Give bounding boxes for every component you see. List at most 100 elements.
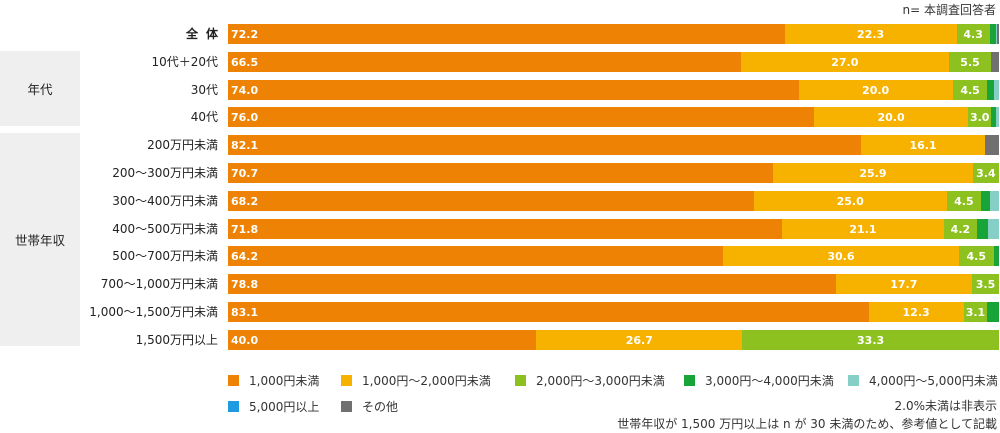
bar-segment: 70.7 — [228, 163, 774, 183]
bar-segment: 25.0 — [753, 191, 947, 211]
bar-segment: 22.3 — [784, 24, 957, 44]
legend-label: 1,000円～2,000円未満 — [362, 374, 491, 388]
bar-segment — [995, 107, 999, 127]
stacked-bar: 71.8 21.1 4.2 — [228, 219, 999, 239]
sample-size-note: n= 本調査回答者 — [902, 3, 996, 17]
category-label: 1,000～1,500万円未満 — [89, 305, 218, 319]
legend-label: 4,000円～5,000円未満 — [869, 374, 998, 388]
group-panel-age: 年代 — [0, 51, 80, 126]
legend-label: 1,000円未満 — [249, 374, 320, 388]
bar-segment — [997, 24, 999, 44]
stacked-bar: 76.0 20.0 3.0 — [228, 107, 999, 127]
stacked-bar: 40.0 26.7 33.3 — [228, 330, 999, 350]
bar-segment: 27.0 — [740, 52, 949, 72]
legend-label: 2,000円～3,000円未満 — [536, 374, 665, 388]
bar-segment: 40.0 — [228, 330, 537, 350]
legend-swatch-icon — [848, 375, 859, 386]
group-label-income: 世帯年収 — [14, 233, 65, 248]
bar-segment: 33.3 — [742, 330, 999, 350]
footnote-reference: 世帯年収が 1,500 万円以上は n が 30 未満のため、参考値として記載 — [617, 417, 997, 431]
stacked-bar: 66.5 27.0 5.5 — [228, 52, 999, 72]
bar-segment: 3.4 — [972, 163, 999, 183]
bar-segment: 3.5 — [972, 274, 999, 294]
bar-segment — [995, 24, 998, 44]
category-label: 200～300万円未満 — [112, 166, 218, 180]
category-label: 500～700万円未満 — [112, 249, 218, 263]
footnote-threshold: 2.0%未満は非表示 — [894, 399, 998, 413]
bar-segment — [988, 219, 999, 239]
bar-segment: 4.5 — [946, 191, 982, 211]
bar-segment: 3.0 — [968, 107, 992, 127]
category-label: 10代＋20代 — [151, 55, 218, 69]
bar-segment: 4.5 — [952, 80, 988, 100]
bar-segment: 17.7 — [835, 274, 972, 294]
legend-swatch-icon — [515, 375, 526, 386]
bar-segment: 71.8 — [228, 219, 782, 239]
bar-segment: 20.0 — [813, 107, 969, 127]
legend-item: その他 — [341, 398, 398, 415]
category-label: 30代 — [190, 83, 218, 97]
legend-item: 1,000円未満 — [228, 372, 319, 389]
bar-segment: 3.1 — [963, 302, 988, 322]
bar-segment — [991, 107, 996, 127]
stacked-bar: 70.7 25.9 3.4 — [228, 163, 999, 183]
bar-segment — [987, 80, 995, 100]
bar-segment: 83.1 — [228, 302, 869, 322]
bar-segment: 12.3 — [868, 302, 964, 322]
legend-swatch-icon — [684, 375, 695, 386]
bar-segment: 76.0 — [228, 107, 814, 127]
bar-segment: 64.2 — [228, 246, 723, 266]
bar-segment: 25.9 — [773, 163, 973, 183]
bar-segment: 4.3 — [956, 24, 990, 44]
bar-segment — [989, 24, 996, 44]
stacked-bar: 78.8 17.7 3.5 — [228, 274, 999, 294]
stacked-bar: 68.2 25.0 4.5 — [228, 191, 999, 211]
bar-segment — [987, 302, 999, 322]
bar-segment — [976, 219, 989, 239]
legend-swatch-icon — [341, 401, 352, 412]
legend-item: 2,000円～3,000円未満 — [515, 372, 665, 389]
legend-label: 3,000円～4,000円未満 — [705, 374, 834, 388]
bar-segment: 4.5 — [958, 246, 994, 266]
bar-segment: 30.6 — [722, 246, 959, 266]
stacked-bar: 82.1 16.1 — [228, 135, 999, 155]
stacked-bar: 74.0 20.0 4.5 — [228, 80, 999, 100]
legend-label: 5,000円以上 — [249, 400, 320, 414]
bar-segment: 4.2 — [944, 219, 977, 239]
bar-segment: 72.2 — [228, 24, 785, 44]
bar-segment: 21.1 — [781, 219, 945, 239]
bar-segment — [994, 80, 999, 100]
category-label: 400～500万円未満 — [112, 222, 218, 236]
bar-segment — [993, 246, 999, 266]
bar-segment — [981, 191, 990, 211]
stacked-bar: 83.1 12.3 3.1 — [228, 302, 999, 322]
category-label: 200万円未満 — [147, 138, 218, 152]
category-label: 40代 — [190, 110, 218, 124]
bar-segment — [989, 191, 999, 211]
legend-item: 1,000円～2,000円未満 — [341, 372, 491, 389]
legend-swatch-icon — [228, 375, 239, 386]
legend-label: その他 — [362, 400, 399, 414]
bar-segment: 16.1 — [860, 135, 986, 155]
bar-segment: 78.8 — [228, 274, 836, 294]
group-panel-income: 世帯年収 — [0, 133, 80, 346]
bar-segment: 68.2 — [228, 191, 754, 211]
group-label-age: 年代 — [27, 82, 53, 97]
category-label: 全体 — [185, 27, 226, 41]
legend-swatch-icon — [228, 401, 239, 412]
category-label: 700～1,000万円未満 — [100, 277, 218, 291]
category-label: 300～400万円未満 — [112, 194, 218, 208]
stacked-bar: 64.2 30.6 4.5 — [228, 246, 999, 266]
stacked-bar: 72.2 22.3 4.3 — [228, 24, 999, 44]
bar-segment: 66.5 — [228, 52, 741, 72]
category-label: 1,500万円以上 — [135, 333, 218, 347]
bar-segment: 20.0 — [798, 80, 953, 100]
bar-segment: 82.1 — [228, 135, 861, 155]
legend-item: 5,000円以上 — [228, 398, 319, 415]
legend-item: 4,000円～5,000円未満 — [848, 372, 998, 389]
legend-swatch-icon — [341, 375, 352, 386]
bar-segment — [985, 135, 999, 155]
legend-item: 3,000円～4,000円未満 — [684, 372, 834, 389]
bar-segment: 26.7 — [536, 330, 743, 350]
bar-segment: 74.0 — [228, 80, 799, 100]
